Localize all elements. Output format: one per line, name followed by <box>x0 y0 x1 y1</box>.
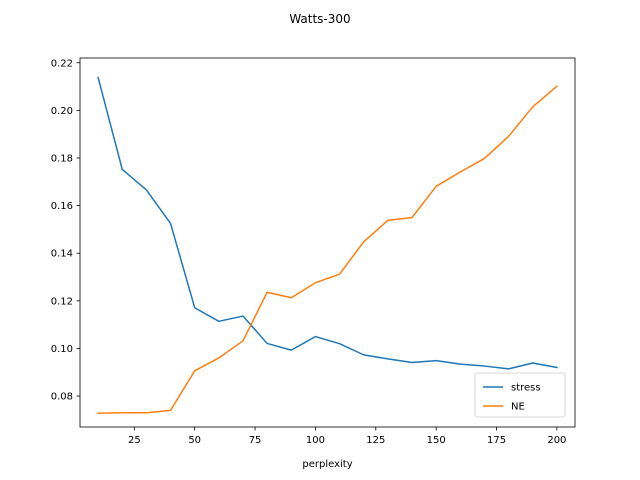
legend-label-stress: stress <box>511 383 541 394</box>
y-tick-label: 0.14 <box>51 249 73 260</box>
y-tick-label: 0.16 <box>51 201 73 212</box>
legend-label-ne: NE <box>511 402 525 413</box>
x-tick-label: 100 <box>306 435 325 446</box>
axes-frame <box>79 57 576 428</box>
x-tick-label: 200 <box>547 435 566 446</box>
chart-title: Watts-300 <box>289 12 350 26</box>
plot-area <box>79 57 576 428</box>
y-tick-label: 0.22 <box>51 58 73 69</box>
series-line-ne <box>97 85 558 414</box>
y-tick-label: 0.18 <box>51 153 73 164</box>
x-tick-label: 125 <box>366 435 385 446</box>
x-tick-label: 75 <box>249 435 262 446</box>
x-axis: 25 50 75 100 125 150 175 200 <box>128 427 566 446</box>
x-axis-label: perplexity <box>302 459 352 470</box>
series-line-stress <box>97 76 558 370</box>
y-tick-label: 0.10 <box>51 344 73 355</box>
x-tick-label: 50 <box>188 435 201 446</box>
y-tick-label: 0.12 <box>51 296 73 307</box>
y-tick-label: 0.20 <box>51 106 73 117</box>
x-tick-label: 150 <box>427 435 446 446</box>
y-tick-label: 0.08 <box>51 392 73 403</box>
legend: stress NE <box>474 372 566 418</box>
x-tick-label: 25 <box>128 435 141 446</box>
y-axis: 0.08 0.10 0.12 0.14 0.16 0.18 0.20 0.22 <box>51 58 80 403</box>
x-tick-label: 175 <box>487 435 506 446</box>
